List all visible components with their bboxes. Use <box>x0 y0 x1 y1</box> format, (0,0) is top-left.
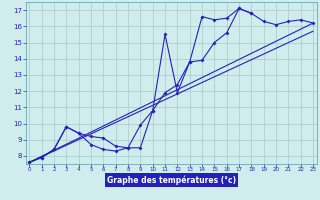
X-axis label: Graphe des températures (°c): Graphe des températures (°c) <box>107 175 236 185</box>
